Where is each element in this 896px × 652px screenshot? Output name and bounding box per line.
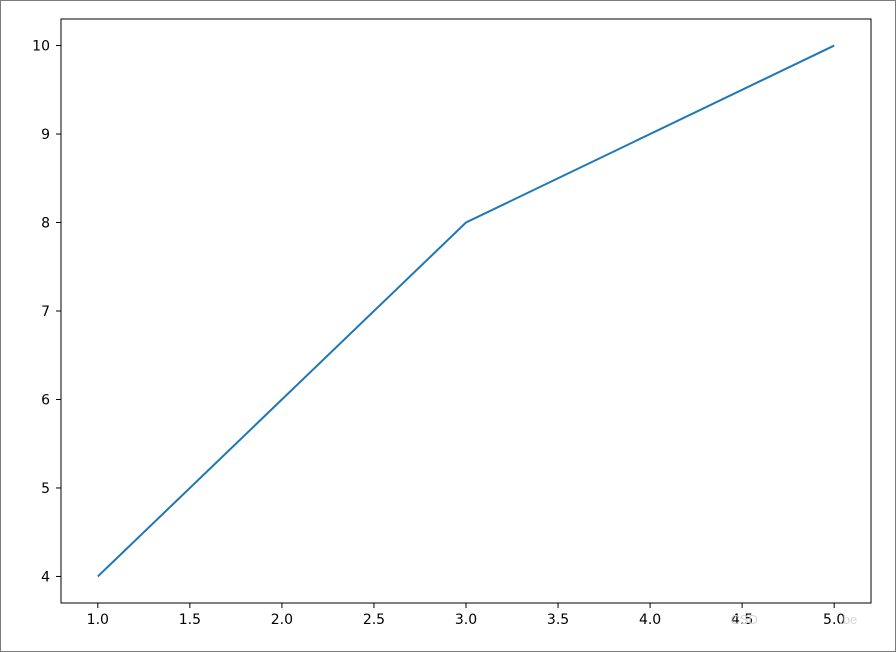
outer-frame: 1.01.52.02.53.03.54.04.55.045678910CSD.b… (0, 0, 896, 652)
line-chart: 1.01.52.02.53.03.54.04.55.045678910CSD.b… (1, 1, 895, 651)
y-tick-label: 4 (41, 569, 50, 585)
plot-area-border (61, 19, 871, 603)
x-tick-label: 3.0 (455, 612, 477, 628)
y-tick-label: 9 (41, 127, 50, 143)
y-tick-label: 5 (41, 481, 50, 497)
y-tick-label: 7 (41, 304, 50, 320)
watermark-left: CSD (730, 612, 757, 627)
x-tick-label: 4.0 (639, 612, 661, 628)
x-tick-label: 1.5 (179, 612, 201, 628)
y-tick-label: 6 (41, 392, 50, 408)
watermark-right: .be (839, 612, 857, 627)
x-tick-label: 2.5 (363, 612, 385, 628)
x-tick-label: 2.0 (271, 612, 293, 628)
x-tick-label: 3.5 (547, 612, 569, 628)
y-tick-label: 10 (32, 39, 50, 55)
x-tick-label: 1.0 (87, 612, 109, 628)
y-tick-label: 8 (41, 216, 50, 232)
line-series-1 (98, 46, 834, 577)
